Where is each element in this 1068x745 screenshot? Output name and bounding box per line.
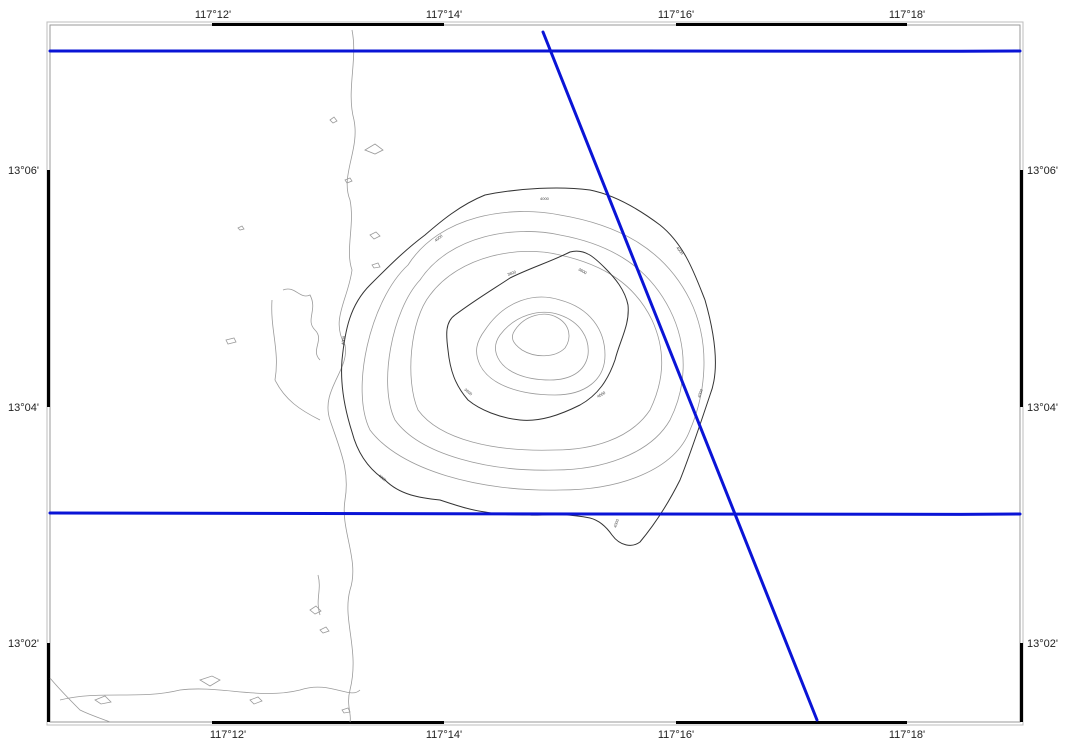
ship-track-top	[48, 49, 1022, 53]
ship-track-diagonal	[541, 30, 819, 722]
frame-bar-top-1	[212, 23, 444, 26]
frame-bar-bottom-1	[212, 721, 444, 724]
seamount-minor-contours	[361, 211, 705, 491]
west-contour-line	[49, 677, 111, 723]
ship-track-bottom	[48, 511, 1022, 516]
contour-label: 4000	[433, 233, 444, 243]
seamount-inner-contour	[446, 250, 629, 421]
contour-label: 3600	[507, 269, 518, 277]
contour-label: 4000	[675, 245, 685, 256]
contour-label: 4000	[612, 518, 620, 529]
lat-label-right-3: 13°02'	[1027, 638, 1058, 650]
seamount-contour-ring	[476, 296, 606, 396]
lon-label-bottom-1: 117°12'	[210, 729, 246, 741]
west-contour-blob	[369, 231, 381, 240]
lat-label-left-1: 13°06'	[8, 165, 39, 177]
lon-label-top-1: 117°12'	[195, 9, 231, 21]
contour-label: 4000	[340, 335, 347, 345]
frame-bar-left-1	[47, 170, 50, 407]
ship-tracks	[48, 30, 1022, 722]
west-contour-blob	[225, 337, 237, 345]
seamount-contour-ring	[387, 231, 684, 471]
frame-bar-top-2	[676, 23, 907, 26]
map-area	[50, 25, 1020, 722]
seamount-contour-ring	[511, 313, 570, 357]
lat-label-left-3: 13°02'	[8, 638, 39, 650]
west-contour-blob	[94, 695, 112, 705]
west-contour-blob	[319, 626, 330, 634]
lat-label-right-1: 13°06'	[1027, 165, 1058, 177]
seamount-outer-contour	[341, 187, 716, 546]
seamount-contour-ring	[495, 311, 589, 381]
west-contour-blob	[344, 177, 353, 184]
lon-label-top-3: 117°16'	[658, 9, 694, 21]
contour-label: 3800	[578, 267, 589, 276]
west-contour-blob	[364, 143, 384, 155]
lat-label-right-2: 13°04'	[1027, 402, 1058, 414]
west-contour-line	[59, 686, 361, 701]
west-contour-blob	[199, 675, 221, 687]
west-contour-blob	[341, 707, 351, 714]
contour-label: 4000	[596, 390, 607, 399]
lon-label-bottom-2: 117°14'	[426, 729, 462, 741]
west-contour-line	[271, 299, 321, 421]
western-contours	[49, 29, 384, 723]
west-contour-line	[317, 574, 321, 616]
contour-label: 4000	[377, 473, 388, 483]
lon-label-top-4: 117°18'	[889, 9, 925, 21]
west-contour-blob	[329, 116, 338, 124]
west-contour-blob	[309, 605, 322, 615]
west-contour-blob	[237, 225, 245, 231]
contour-label: 4000	[540, 196, 550, 201]
contour-label: 4000	[696, 388, 704, 399]
west-contour-line	[327, 29, 356, 723]
seamount-contour-ring	[361, 211, 705, 491]
seamount-contour-ring	[410, 250, 663, 451]
contour-label: 3600	[463, 387, 474, 397]
contour-labels: 4000 4000 3800 3600 3600 4000 4000 4000 …	[340, 196, 704, 528]
lat-label-left-2: 13°04'	[8, 402, 39, 414]
lon-label-bottom-3: 117°16'	[658, 729, 694, 741]
frame-bar-right-1	[1020, 170, 1023, 407]
west-contour-blob	[371, 262, 381, 269]
west-contour-blob	[249, 696, 263, 705]
west-contour-line	[282, 288, 321, 361]
frame-bar-left-2	[47, 643, 50, 722]
lon-label-top-2: 117°14'	[426, 9, 462, 21]
map-frame-bars	[47, 23, 1023, 724]
lon-label-bottom-4: 117°18'	[889, 729, 925, 741]
seamount-major-contours	[341, 187, 716, 546]
frame-bar-bottom-2	[676, 721, 907, 724]
frame-bar-right-2	[1020, 643, 1023, 722]
